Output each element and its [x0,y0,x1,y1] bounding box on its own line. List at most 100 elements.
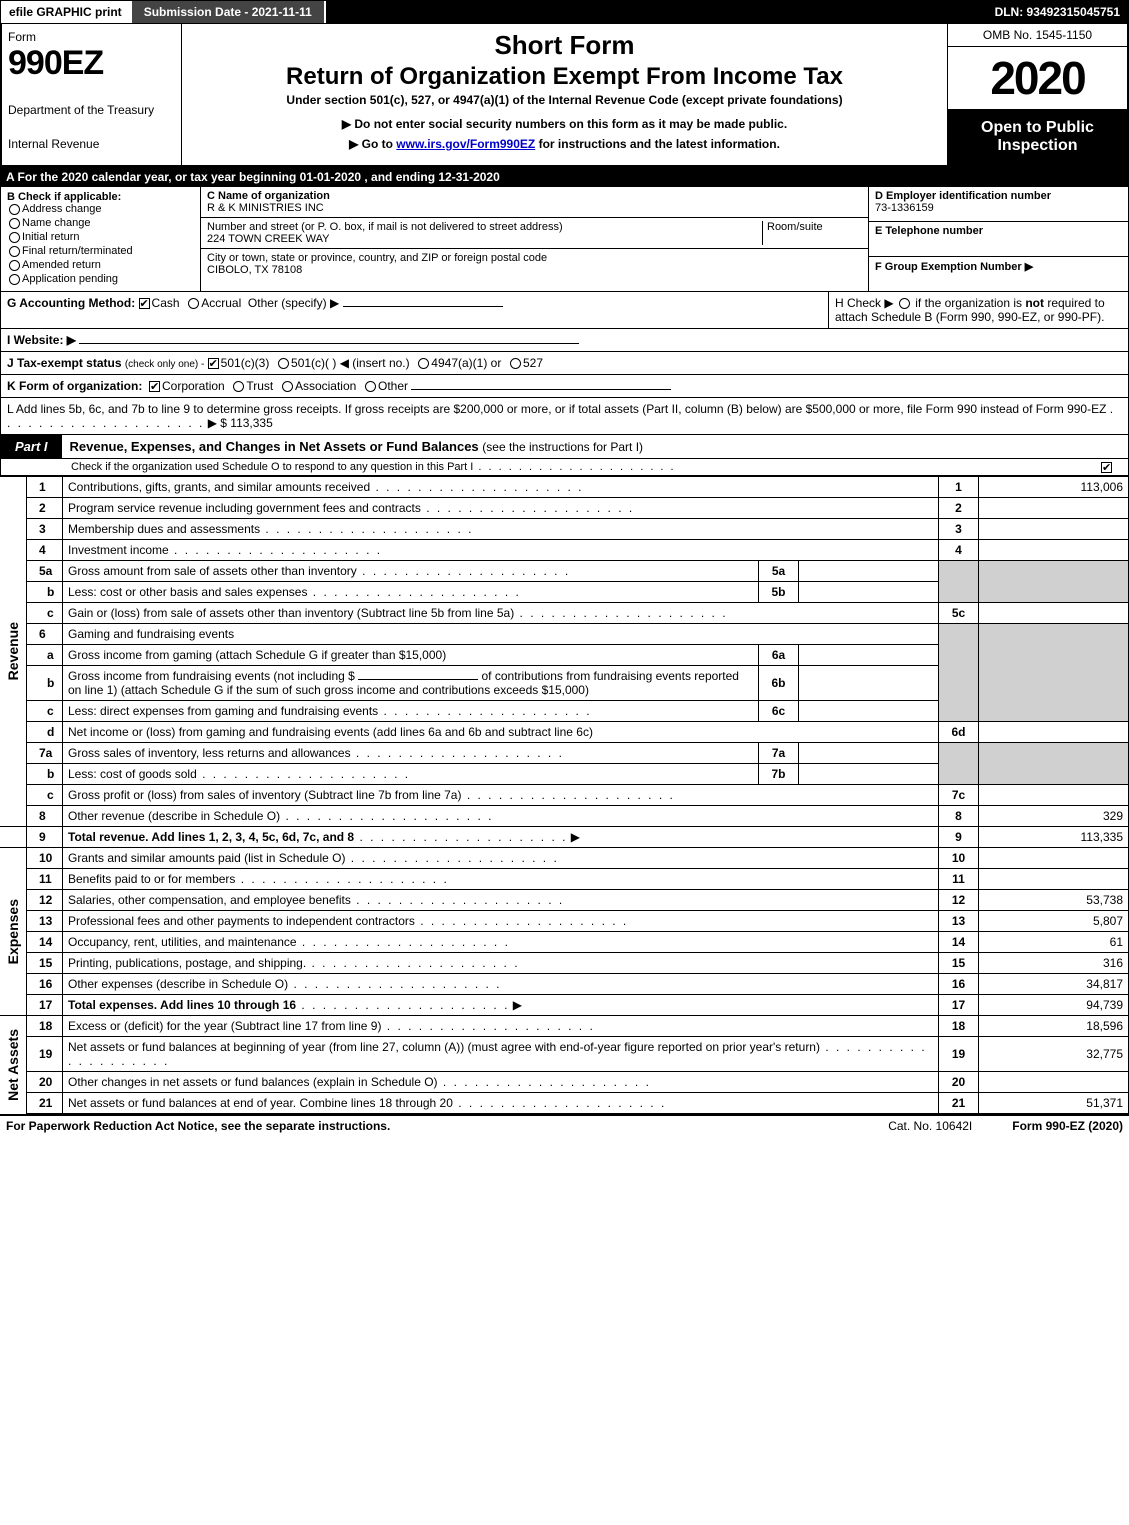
line-21: 21 Net assets or fund balances at end of… [0,1093,1129,1114]
revenue-label: Revenue [0,477,27,827]
irs-link[interactable]: www.irs.gov/Form990EZ [396,137,535,151]
check-association[interactable] [282,381,293,392]
expenses-label: Expenses [0,848,27,1016]
form-word: Form [8,30,175,44]
row-g-label: G Accounting Method: [7,296,135,310]
form-header: Form 990EZ Department of the Treasury In… [0,24,1129,167]
check-cash[interactable] [139,298,150,309]
footer-right: Form 990-EZ (2020) [1012,1119,1123,1133]
box-f: F Group Exemption Number ▶ [869,257,1128,291]
line-6: 6 Gaming and fundraising events [0,624,1129,645]
check-schedule-b-not-required[interactable] [899,298,910,309]
city-label: City or town, state or province, country… [207,252,862,264]
line-5a-value [799,561,939,582]
check-trust[interactable] [233,381,244,392]
line-1-value: 113,006 [979,477,1129,498]
header-left: Form 990EZ Department of the Treasury In… [2,24,182,165]
check-amended-return[interactable]: Amended return [7,259,194,271]
check-final-return[interactable]: Final return/terminated [7,245,194,257]
line-17: 17 Total expenses. Add lines 10 through … [0,995,1129,1016]
footer: For Paperwork Reduction Act Notice, see … [0,1114,1129,1136]
line-19: 19 Net assets or fund balances at beginn… [0,1037,1129,1072]
line-20-value [979,1072,1129,1093]
line-20: 20 Other changes in net assets or fund b… [0,1072,1129,1093]
part-i-header: Part I Revenue, Expenses, and Changes in… [0,435,1129,459]
line-2-value [979,498,1129,519]
part-i-title: Revenue, Expenses, and Changes in Net As… [62,435,1128,458]
top-bar: efile GRAPHIC print Submission Date - 20… [0,0,1129,24]
line-7b-value [799,764,939,785]
row-l-amount: 113,335 [230,416,273,430]
line-5a: 5a Gross amount from sale of assets othe… [0,561,1129,582]
line-7b: b Less: cost of goods sold 7b [0,764,1129,785]
line-15: 15 Printing, publications, postage, and … [0,953,1129,974]
link-notice: ▶ Go to www.irs.gov/Form990EZ for instru… [192,137,937,151]
link-notice-post: for instructions and the latest informat… [539,137,780,151]
line-5c-value [979,603,1129,624]
line-9: 9 Total revenue. Add lines 1, 2, 3, 4, 5… [0,827,1129,848]
website-input[interactable] [79,343,579,344]
org-city: CIBOLO, TX 78108 [207,264,862,276]
row-l-text: L Add lines 5b, 6c, and 7b to line 9 to … [7,402,1106,416]
submission-date: Submission Date - 2021-11-11 [130,1,326,23]
org-info-block: B Check if applicable: Address change Na… [0,187,1129,292]
box-b-heading: B Check if applicable: [7,191,194,203]
box-d: D Employer identification number 73-1336… [869,187,1128,222]
dln-label: DLN: 93492315045751 [987,1,1128,23]
line-2: 2 Program service revenue including gove… [0,498,1129,519]
check-accrual[interactable] [188,298,199,309]
subtitle: Under section 501(c), 527, or 4947(a)(1)… [192,93,937,107]
part-i-label: Part I [1,435,62,458]
phone-label: E Telephone number [875,225,1122,237]
check-address-change[interactable]: Address change [7,203,194,215]
box-e: E Telephone number [869,222,1128,257]
org-address: 224 TOWN CREEK WAY [207,233,762,245]
footer-catalog: Cat. No. 10642I [888,1119,972,1133]
header-center: Short Form Return of Organization Exempt… [182,24,947,165]
check-corporation[interactable] [149,381,160,392]
line-7a-value [799,743,939,764]
check-schedule-o-part1[interactable] [1101,462,1112,473]
department-line-1: Department of the Treasury [8,103,175,117]
other-specify-input[interactable] [343,306,503,307]
line-7a: 7a Gross sales of inventory, less return… [0,743,1129,764]
check-application-pending[interactable]: Application pending [7,273,194,285]
line-5b-value [799,582,939,603]
ssn-notice: ▶ Do not enter social security numbers o… [192,117,937,131]
line-6c: c Less: direct expenses from gaming and … [0,701,1129,722]
line-21-value: 51,371 [979,1093,1129,1114]
line-18: Net Assets 18 Excess or (deficit) for th… [0,1016,1129,1037]
check-527[interactable] [510,358,521,369]
line-19-value: 32,775 [979,1037,1129,1072]
line-12: 12 Salaries, other compensation, and emp… [0,890,1129,911]
line-6a: a Gross income from gaming (attach Sched… [0,645,1129,666]
tax-year: 2020 [948,47,1127,109]
check-initial-return[interactable]: Initial return [7,231,194,243]
line-7c: c Gross profit or (loss) from sales of i… [0,785,1129,806]
line-6b-contrib-input[interactable] [358,679,478,680]
box-b: B Check if applicable: Address change Na… [1,187,201,291]
line-9-value: 113,335 [979,827,1129,848]
form-number: 990EZ [8,44,175,83]
line-8: 8 Other revenue (describe in Schedule O)… [0,806,1129,827]
line-3-value [979,519,1129,540]
check-501c3[interactable] [208,358,219,369]
row-k-label: K Form of organization: [7,379,142,393]
row-j: J Tax-exempt status (check only one) - 5… [0,352,1129,375]
check-other-org[interactable] [365,381,376,392]
main-title: Return of Organization Exempt From Incom… [192,63,937,91]
line-6d-value [979,722,1129,743]
check-4947a1[interactable] [418,358,429,369]
row-l: L Add lines 5b, 6c, and 7b to line 9 to … [0,398,1129,435]
ein-label: D Employer identification number [875,190,1122,202]
line-10-value [979,848,1129,869]
row-g-h: G Accounting Method: Cash Accrual Other … [0,292,1129,329]
line-12-value: 53,738 [979,890,1129,911]
line-15-value: 316 [979,953,1129,974]
other-org-input[interactable] [411,389,671,390]
check-name-change[interactable]: Name change [7,217,194,229]
row-h: H Check ▶ if the organization is not req… [828,292,1128,328]
line-6b-value [799,666,939,701]
check-501c[interactable] [278,358,289,369]
link-notice-pre: ▶ Go to [349,137,396,151]
